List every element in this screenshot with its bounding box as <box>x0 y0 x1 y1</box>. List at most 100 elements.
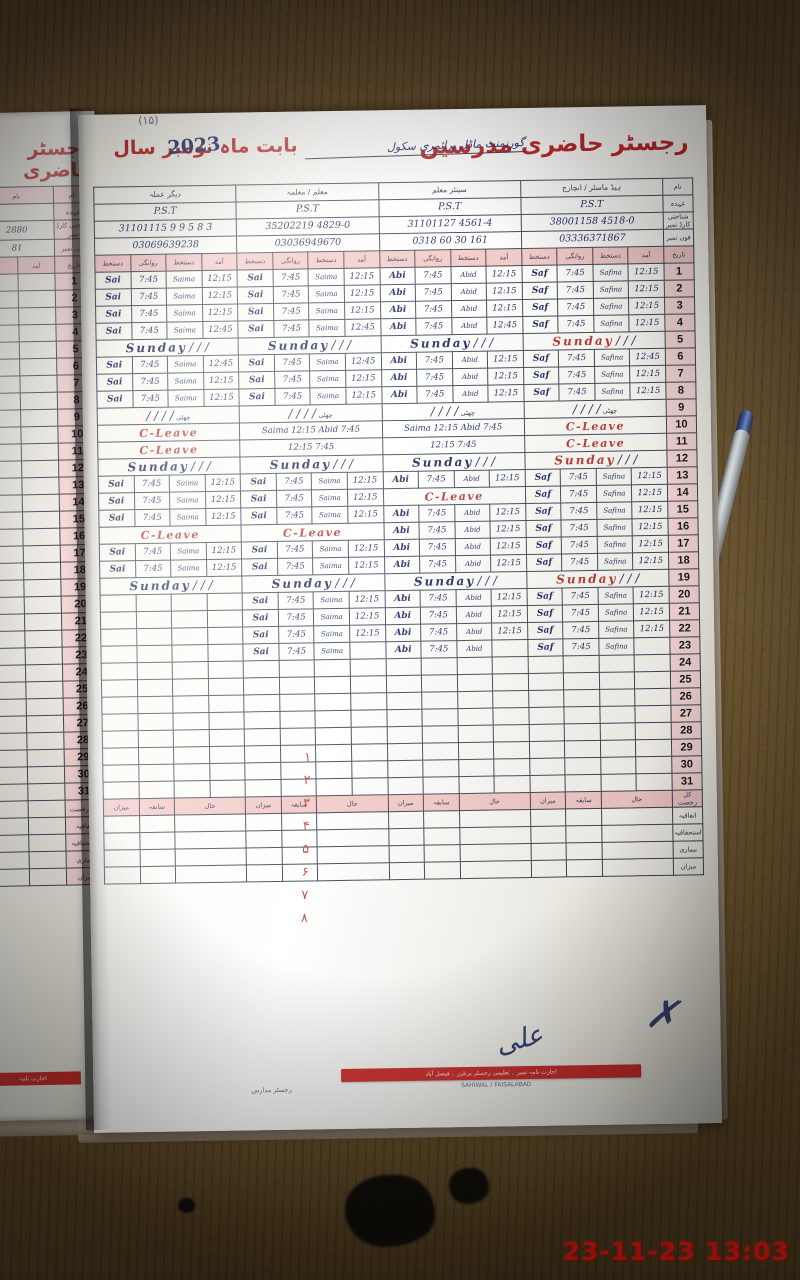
left-entry-cell[interactable] <box>0 732 27 751</box>
entry-arrival-sign[interactable]: Safina <box>598 620 635 639</box>
empty-cell[interactable] <box>528 689 565 708</box>
entry-departure-sign[interactable]: Sai <box>95 322 132 341</box>
entry-departure-time[interactable]: 7:45 <box>558 366 595 384</box>
empty-cell[interactable] <box>386 709 423 727</box>
entry-arrival-time[interactable]: 12:15 <box>345 369 382 388</box>
entry-arrival-time[interactable]: 12:15 <box>628 297 665 315</box>
empty-cell[interactable] <box>208 711 245 730</box>
entry-arrival-time[interactable]: 12:15 <box>490 554 527 573</box>
entry-departure-time[interactable]: 7:45 <box>557 298 594 316</box>
empty-cell[interactable] <box>100 645 137 664</box>
entry-arrival-sign[interactable]: Saima <box>310 387 347 405</box>
entry-departure-time[interactable]: 7:45 <box>274 387 311 406</box>
entry-arrival-time[interactable]: 12:45 <box>344 318 381 337</box>
left-entry-cell[interactable] <box>26 715 65 733</box>
left-entry-cell[interactable] <box>18 341 57 359</box>
entry-arrival-time[interactable]: 12:15 <box>343 267 380 286</box>
summary-current-cell[interactable] <box>602 858 674 877</box>
empty-cell[interactable] <box>137 713 174 731</box>
entry-arrival-time[interactable]: 12:15 <box>632 535 669 553</box>
summary-previous-cell[interactable] <box>566 842 603 860</box>
empty-cell[interactable] <box>529 757 566 776</box>
entry-departure-time[interactable]: 7:45 <box>562 587 599 605</box>
entry-departure-time[interactable]: 7:45 <box>563 638 599 656</box>
left-summary-cell[interactable] <box>28 851 67 869</box>
entry-departure-sign[interactable]: Sai <box>95 288 132 307</box>
entry-arrival-time[interactable]: 12:15 <box>633 620 670 638</box>
left-entry-cell[interactable] <box>20 443 59 461</box>
empty-cell[interactable] <box>528 706 565 725</box>
entry-departure-sign[interactable]: Saf <box>525 502 562 521</box>
entry-arrival-time[interactable]: 12:15 <box>487 350 524 369</box>
left-entry-cell[interactable] <box>19 358 58 376</box>
left-entry-cell[interactable] <box>21 460 60 478</box>
left-summary-cell[interactable] <box>0 800 29 819</box>
empty-cell[interactable] <box>206 592 243 611</box>
entry-arrival-time[interactable]: 12:45 <box>345 352 382 371</box>
summary-previous-cell[interactable] <box>139 815 175 833</box>
empty-cell[interactable] <box>102 730 139 749</box>
empty-cell[interactable] <box>563 655 600 673</box>
empty-cell[interactable] <box>493 707 529 726</box>
entry-arrival-time[interactable]: 12:15 <box>347 471 383 490</box>
empty-cell[interactable] <box>492 690 529 709</box>
entry-departure-time[interactable]: 7:45 <box>277 557 314 576</box>
entry-departure-sign[interactable]: Saf <box>523 349 559 368</box>
summary-current-cell[interactable] <box>459 809 531 828</box>
left-entry-cell[interactable] <box>0 358 20 377</box>
entry-departure-sign[interactable]: Saf <box>525 485 562 504</box>
empty-cell[interactable] <box>599 705 636 724</box>
summary-previous-cell[interactable] <box>424 861 461 880</box>
entry-departure-time[interactable]: 7:45 <box>419 555 456 574</box>
entry-departure-sign[interactable]: Sai <box>242 626 279 644</box>
left-entry-cell[interactable] <box>24 647 63 665</box>
entry-arrival-sign[interactable]: Safina <box>597 535 633 554</box>
empty-cell[interactable] <box>316 778 353 796</box>
empty-cell[interactable] <box>135 594 172 612</box>
entry-departure-time[interactable]: 7:45 <box>420 606 457 625</box>
entry-departure-time[interactable]: 7:45 <box>276 472 312 491</box>
entry-departure-sign[interactable]: Abi <box>383 505 420 523</box>
empty-cell[interactable] <box>529 774 566 793</box>
empty-cell[interactable] <box>492 673 529 692</box>
entry-departure-sign[interactable]: Saf <box>525 519 562 538</box>
empty-cell[interactable] <box>600 739 637 758</box>
entry-departure-time[interactable]: 7:45 <box>274 370 311 389</box>
entry-departure-sign[interactable]: Sai <box>98 509 135 528</box>
empty-cell[interactable] <box>315 693 351 711</box>
empty-cell[interactable] <box>351 777 388 796</box>
entry-arrival-sign[interactable]: Saima <box>166 321 203 340</box>
empty-cell[interactable] <box>636 756 672 774</box>
entry-departure-time[interactable]: 7:45 <box>416 351 453 370</box>
entry-arrival-time[interactable]: 12:15 <box>347 505 384 524</box>
empty-cell[interactable] <box>314 659 351 677</box>
entry-departure-sign[interactable]: Saf <box>527 621 564 640</box>
entry-arrival-sign[interactable]: Safina <box>597 586 634 605</box>
entry-arrival-sign[interactable]: Safina <box>598 603 634 622</box>
entry-arrival-sign[interactable]: Saima <box>308 285 345 303</box>
entry-departure-time[interactable]: 7:45 <box>278 625 315 644</box>
empty-cell[interactable] <box>207 660 244 679</box>
entry-departure-sign[interactable]: Sai <box>242 592 279 610</box>
empty-cell[interactable] <box>350 658 386 677</box>
empty-cell[interactable] <box>457 691 494 709</box>
entry-departure-sign[interactable]: Abi <box>385 624 421 642</box>
entry-arrival-sign[interactable]: Saima <box>166 304 203 323</box>
entry-arrival-sign[interactable]: Saima <box>313 625 350 643</box>
entry-arrival-time[interactable]: 12:45 <box>629 348 666 366</box>
entry-arrival-time[interactable]: 12:15 <box>349 607 386 626</box>
entry-departure-sign[interactable]: Abi <box>383 539 420 557</box>
entry-departure-sign[interactable]: Sai <box>99 560 136 579</box>
entry-arrival-sign[interactable]: Abid <box>455 606 492 624</box>
empty-cell[interactable] <box>634 654 671 672</box>
empty-cell[interactable] <box>421 691 458 710</box>
entry-departure-sign[interactable]: Abi <box>384 556 420 574</box>
entry-departure-time[interactable]: 7:45 <box>134 509 171 527</box>
left-entry-cell[interactable] <box>19 392 58 410</box>
entry-departure-time[interactable]: 7:45 <box>560 468 597 486</box>
entry-departure-time[interactable]: 7:45 <box>419 538 456 557</box>
entry-arrival-sign[interactable]: Safina <box>593 297 630 316</box>
empty-cell[interactable] <box>636 773 673 791</box>
left-entry-cell[interactable] <box>25 698 64 716</box>
entry-departure-sign[interactable]: Sai <box>96 356 133 375</box>
